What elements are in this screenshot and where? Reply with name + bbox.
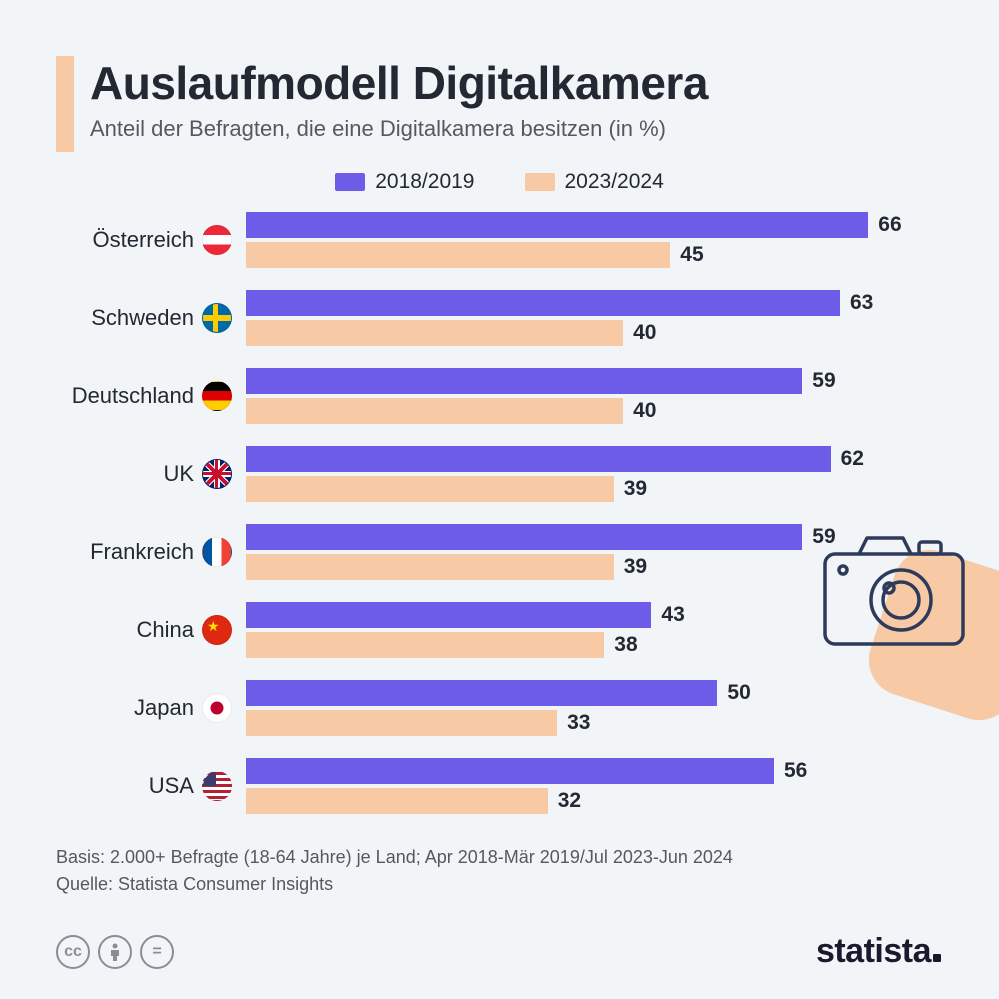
bar-value: 66 (878, 213, 901, 237)
footer-basis: Basis: 2.000+ Befragte (18-64 Jahre) je … (56, 844, 943, 871)
bar-2023 (246, 788, 548, 814)
bar-value: 63 (850, 291, 873, 315)
legend-swatch-1 (335, 173, 365, 191)
bar-group: 63 40 (246, 290, 943, 346)
bar-group: 66 45 (246, 212, 943, 268)
footer-notes: Basis: 2.000+ Befragte (18-64 Jahre) je … (56, 844, 943, 898)
legend: 2018/2019 2023/2024 (56, 170, 943, 194)
chart-row: Deutschland 59 40 (56, 364, 943, 428)
camera-icon (819, 530, 969, 650)
legend-item-1: 2018/2019 (335, 170, 474, 194)
bar-value: 38 (614, 633, 637, 657)
bar-group: 62 39 (246, 446, 943, 502)
bar-2018 (246, 680, 717, 706)
country-label: China (56, 617, 202, 643)
chart-row: UK 62 39 (56, 442, 943, 506)
bar-value: 32 (558, 789, 581, 813)
cc-icon: cc (56, 935, 90, 969)
bar-2018 (246, 368, 802, 394)
bar-2018 (246, 446, 831, 472)
legend-item-2: 2023/2024 (525, 170, 664, 194)
legend-label-2: 2023/2024 (565, 170, 664, 194)
chart-row: Schweden 63 40 (56, 286, 943, 350)
country-label: Frankreich (56, 539, 202, 565)
bar-value: 62 (841, 447, 864, 471)
bar-2023 (246, 320, 623, 346)
bar-2018 (246, 290, 840, 316)
flag-icon (202, 615, 232, 645)
flag-icon (202, 225, 232, 255)
flag-icon (202, 693, 232, 723)
country-label: USA (56, 773, 202, 799)
footer-source: Quelle: Statista Consumer Insights (56, 871, 943, 898)
chart-title: Auslaufmodell Digitalkamera (90, 56, 943, 110)
bar-value: 40 (633, 399, 656, 423)
bar-value: 45 (680, 243, 703, 267)
bar-value: 39 (624, 477, 647, 501)
bar-2018 (246, 602, 651, 628)
bar-value: 39 (624, 555, 647, 579)
flag-icon (202, 771, 232, 801)
bar-2018 (246, 212, 868, 238)
bar-value: 59 (812, 369, 835, 393)
country-label: Österreich (56, 227, 202, 253)
country-label: Deutschland (56, 383, 202, 409)
bar-value: 56 (784, 759, 807, 783)
country-label: UK (56, 461, 202, 487)
camera-decoration (799, 530, 999, 710)
country-label: Japan (56, 695, 202, 721)
title-accent-bar (56, 56, 74, 152)
bar-value: 43 (661, 603, 684, 627)
chart-row: Österreich 66 45 (56, 208, 943, 272)
bar-2023 (246, 476, 614, 502)
legend-label-1: 2018/2019 (375, 170, 474, 194)
bar-2018 (246, 758, 774, 784)
bar-2023 (246, 398, 623, 424)
bar-2023 (246, 554, 614, 580)
bar-group: 56 32 (246, 758, 943, 814)
flag-icon (202, 303, 232, 333)
country-label: Schweden (56, 305, 202, 331)
flag-icon (202, 537, 232, 567)
bar-2023 (246, 632, 604, 658)
bar-chart: Österreich 66 45 Schweden 63 40 Deutschland 59 4… (56, 208, 943, 818)
bar-value: 33 (567, 711, 590, 735)
legend-swatch-2 (525, 173, 555, 191)
bar-value: 40 (633, 321, 656, 345)
by-icon (98, 935, 132, 969)
flag-icon (202, 381, 232, 411)
license-icons: cc = (56, 935, 174, 969)
bar-2023 (246, 242, 670, 268)
chart-row: USA 56 32 (56, 754, 943, 818)
bar-value: 50 (727, 681, 750, 705)
flag-icon (202, 459, 232, 489)
nd-icon: = (140, 935, 174, 969)
chart-subtitle: Anteil der Befragten, die eine Digitalka… (90, 116, 943, 142)
bar-group: 59 40 (246, 368, 943, 424)
bar-2023 (246, 710, 557, 736)
statista-logo: statista (816, 932, 943, 971)
bar-2018 (246, 524, 802, 550)
